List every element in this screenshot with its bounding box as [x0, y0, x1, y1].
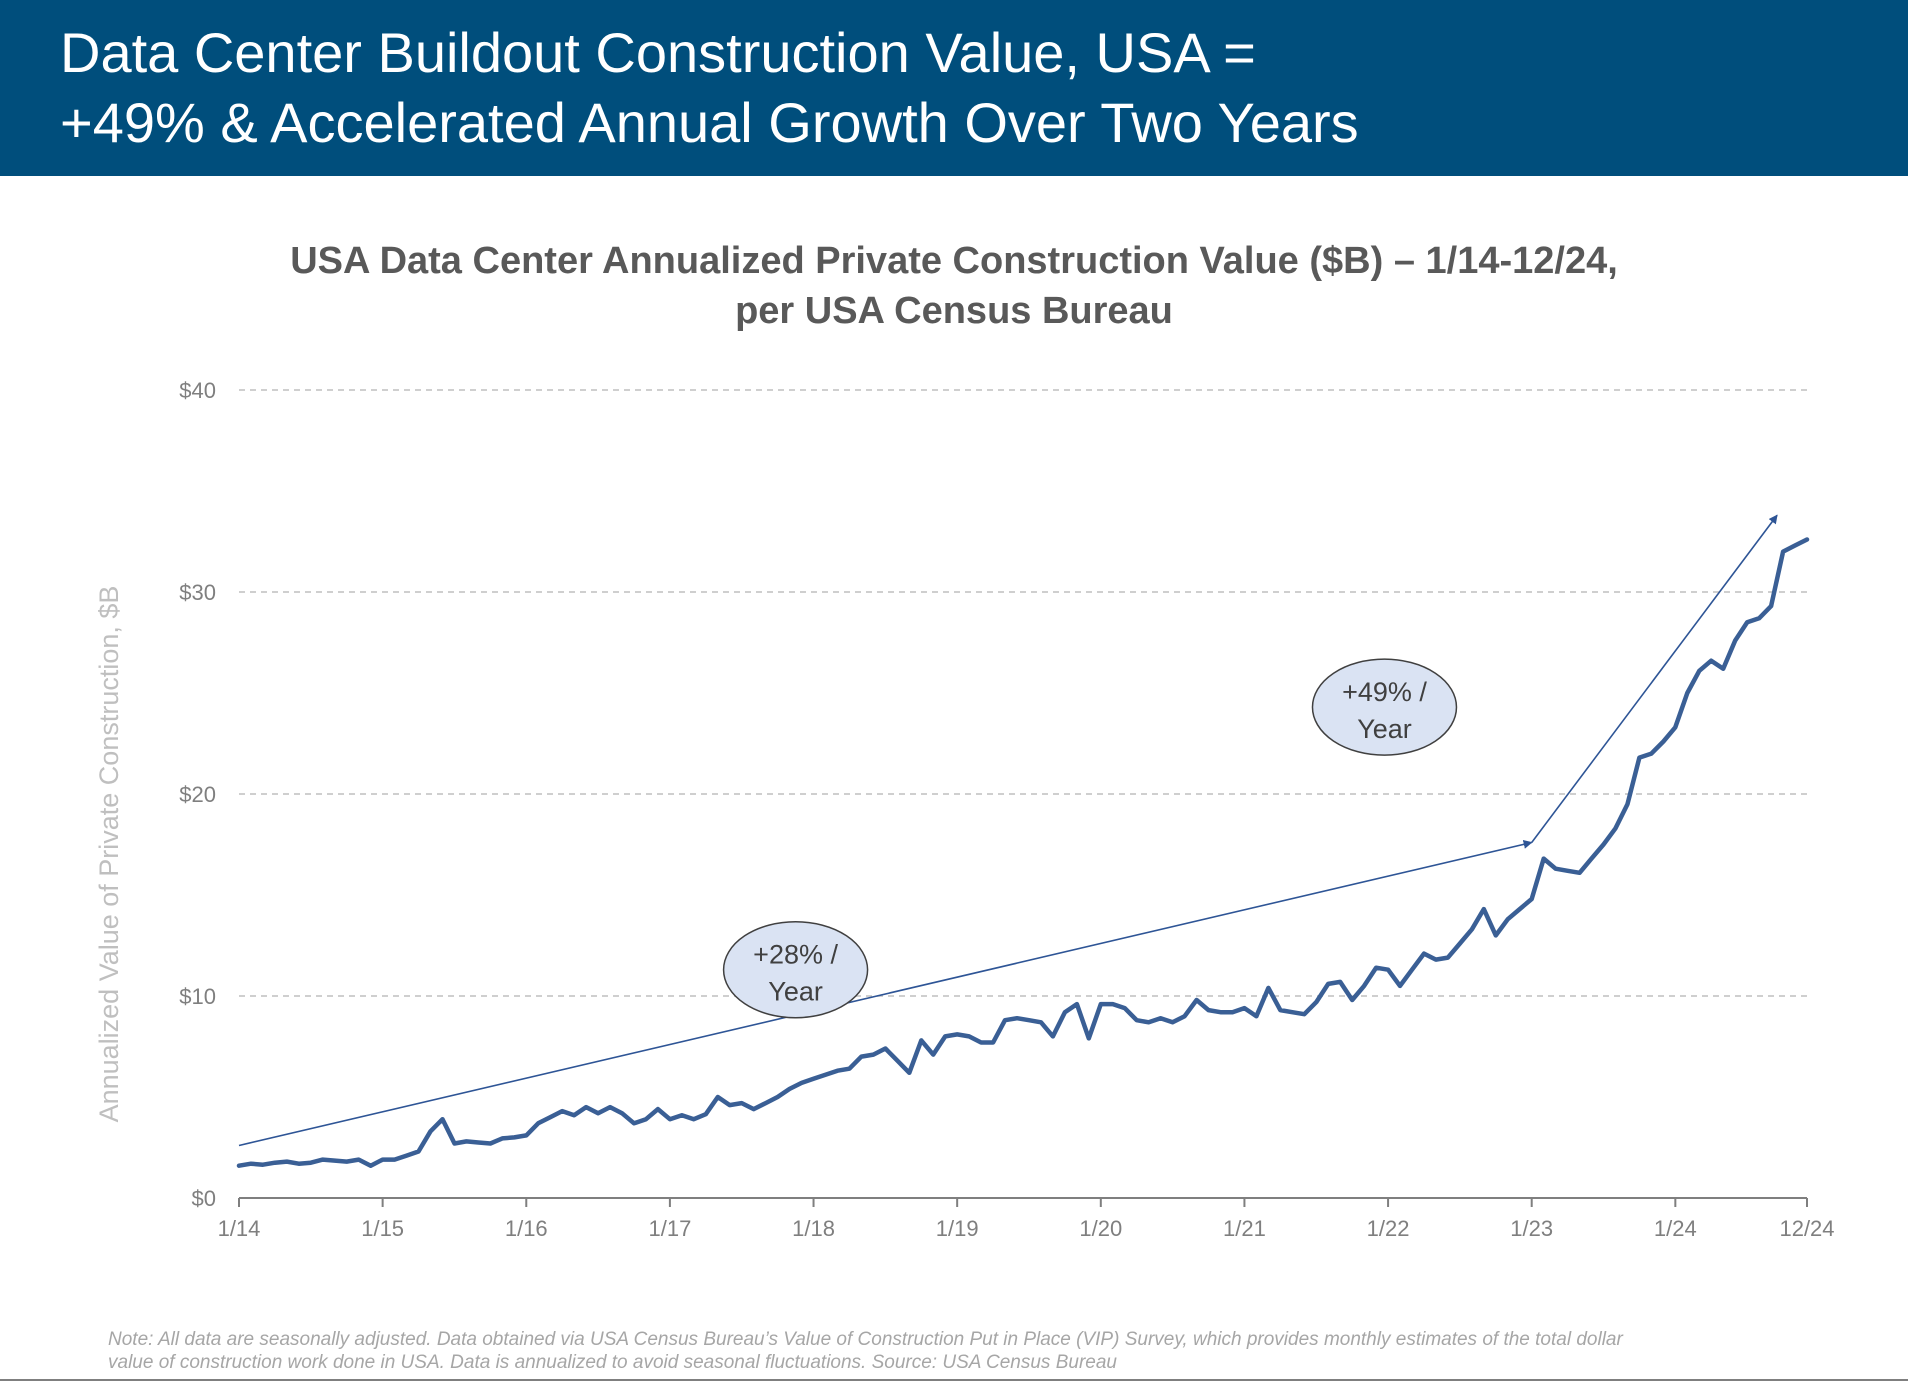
x-tick-label-6: 1/20	[1079, 1216, 1122, 1241]
chart-title: USA Data Center Annualized Private Const…	[0, 236, 1908, 336]
footnote-line-1: Note: All data are seasonally adjusted. …	[108, 1329, 1623, 1350]
y-axis-label: Annualized Value of Private Construction…	[94, 586, 124, 1123]
x-tick-label-1: 1/15	[361, 1216, 404, 1241]
footnote: Note: All data are seasonally adjusted. …	[108, 1328, 1848, 1374]
growth-label-text-2-a: +49% /	[1342, 677, 1427, 707]
chart-title-line-2: per USA Census Bureau	[735, 290, 1173, 332]
x-tick-label-9: 1/23	[1510, 1216, 1553, 1241]
x-tick-label-7: 1/21	[1223, 1216, 1266, 1241]
x-tick-label-2: 1/16	[505, 1216, 548, 1241]
y-tick-label-30: $30	[179, 580, 216, 605]
x-tick-label-3: 1/17	[648, 1216, 691, 1241]
series-line	[236, 537, 1810, 1168]
x-tick-label-10: 1/24	[1654, 1216, 1697, 1241]
title-banner	[0, 0, 1908, 176]
series-layer	[236, 537, 1810, 1168]
footer-divider	[0, 1379, 1908, 1381]
growth-label-text-2-b: Year	[1357, 714, 1412, 744]
x-tick-label-8: 1/22	[1367, 1216, 1410, 1241]
x-tick-label-11: 12/24	[1779, 1216, 1834, 1241]
y-tick-label-20: $20	[179, 782, 216, 807]
growth-label-text-1-a: +28% /	[753, 940, 838, 970]
axes: $0 $10 $20 $30 $40 1/14 1/15 1/16 1/17 1/18 1/19 1/…	[94, 378, 1835, 1241]
x-tick-label-0: 1/14	[218, 1216, 261, 1241]
page-title-line-1: Data Center Buildout Construction Value,…	[60, 21, 1256, 84]
page-title: Data Center Buildout Construction Value,…	[60, 18, 1860, 158]
growth-label-bubble-1	[722, 920, 869, 1019]
trend-annotations	[238, 514, 1778, 1147]
chart-title-line-1: USA Data Center Annualized Private Const…	[290, 240, 1618, 282]
footnote-line-2: value of construction work done in USA. …	[108, 1352, 1117, 1373]
x-tick-label-5: 1/19	[936, 1216, 979, 1241]
line-chart: $0 $10 $20 $30 $40 1/14 1/15 1/16 1/17 1/18 1/19 1/…	[94, 378, 1835, 1241]
trend-arrow-2	[1531, 514, 1778, 843]
y-tick-label-0: $0	[192, 1186, 216, 1211]
growth-label-2: +49% / Year	[1311, 658, 1458, 756]
annotation-labels: +28% / Year +49% / Year	[722, 658, 1458, 1019]
growth-label-bubble-2	[1311, 658, 1458, 756]
y-tick-label-10: $10	[179, 984, 216, 1009]
gridlines	[239, 389, 1807, 997]
trend-arrow-1	[238, 839, 1533, 1147]
growth-label-1: +28% / Year	[722, 920, 869, 1019]
y-tick-label-40: $40	[179, 378, 216, 403]
page-title-line-2: +49% & Accelerated Annual Growth Over Tw…	[60, 91, 1359, 154]
x-tick-label-4: 1/18	[792, 1216, 835, 1241]
growth-label-text-1-b: Year	[768, 977, 823, 1007]
